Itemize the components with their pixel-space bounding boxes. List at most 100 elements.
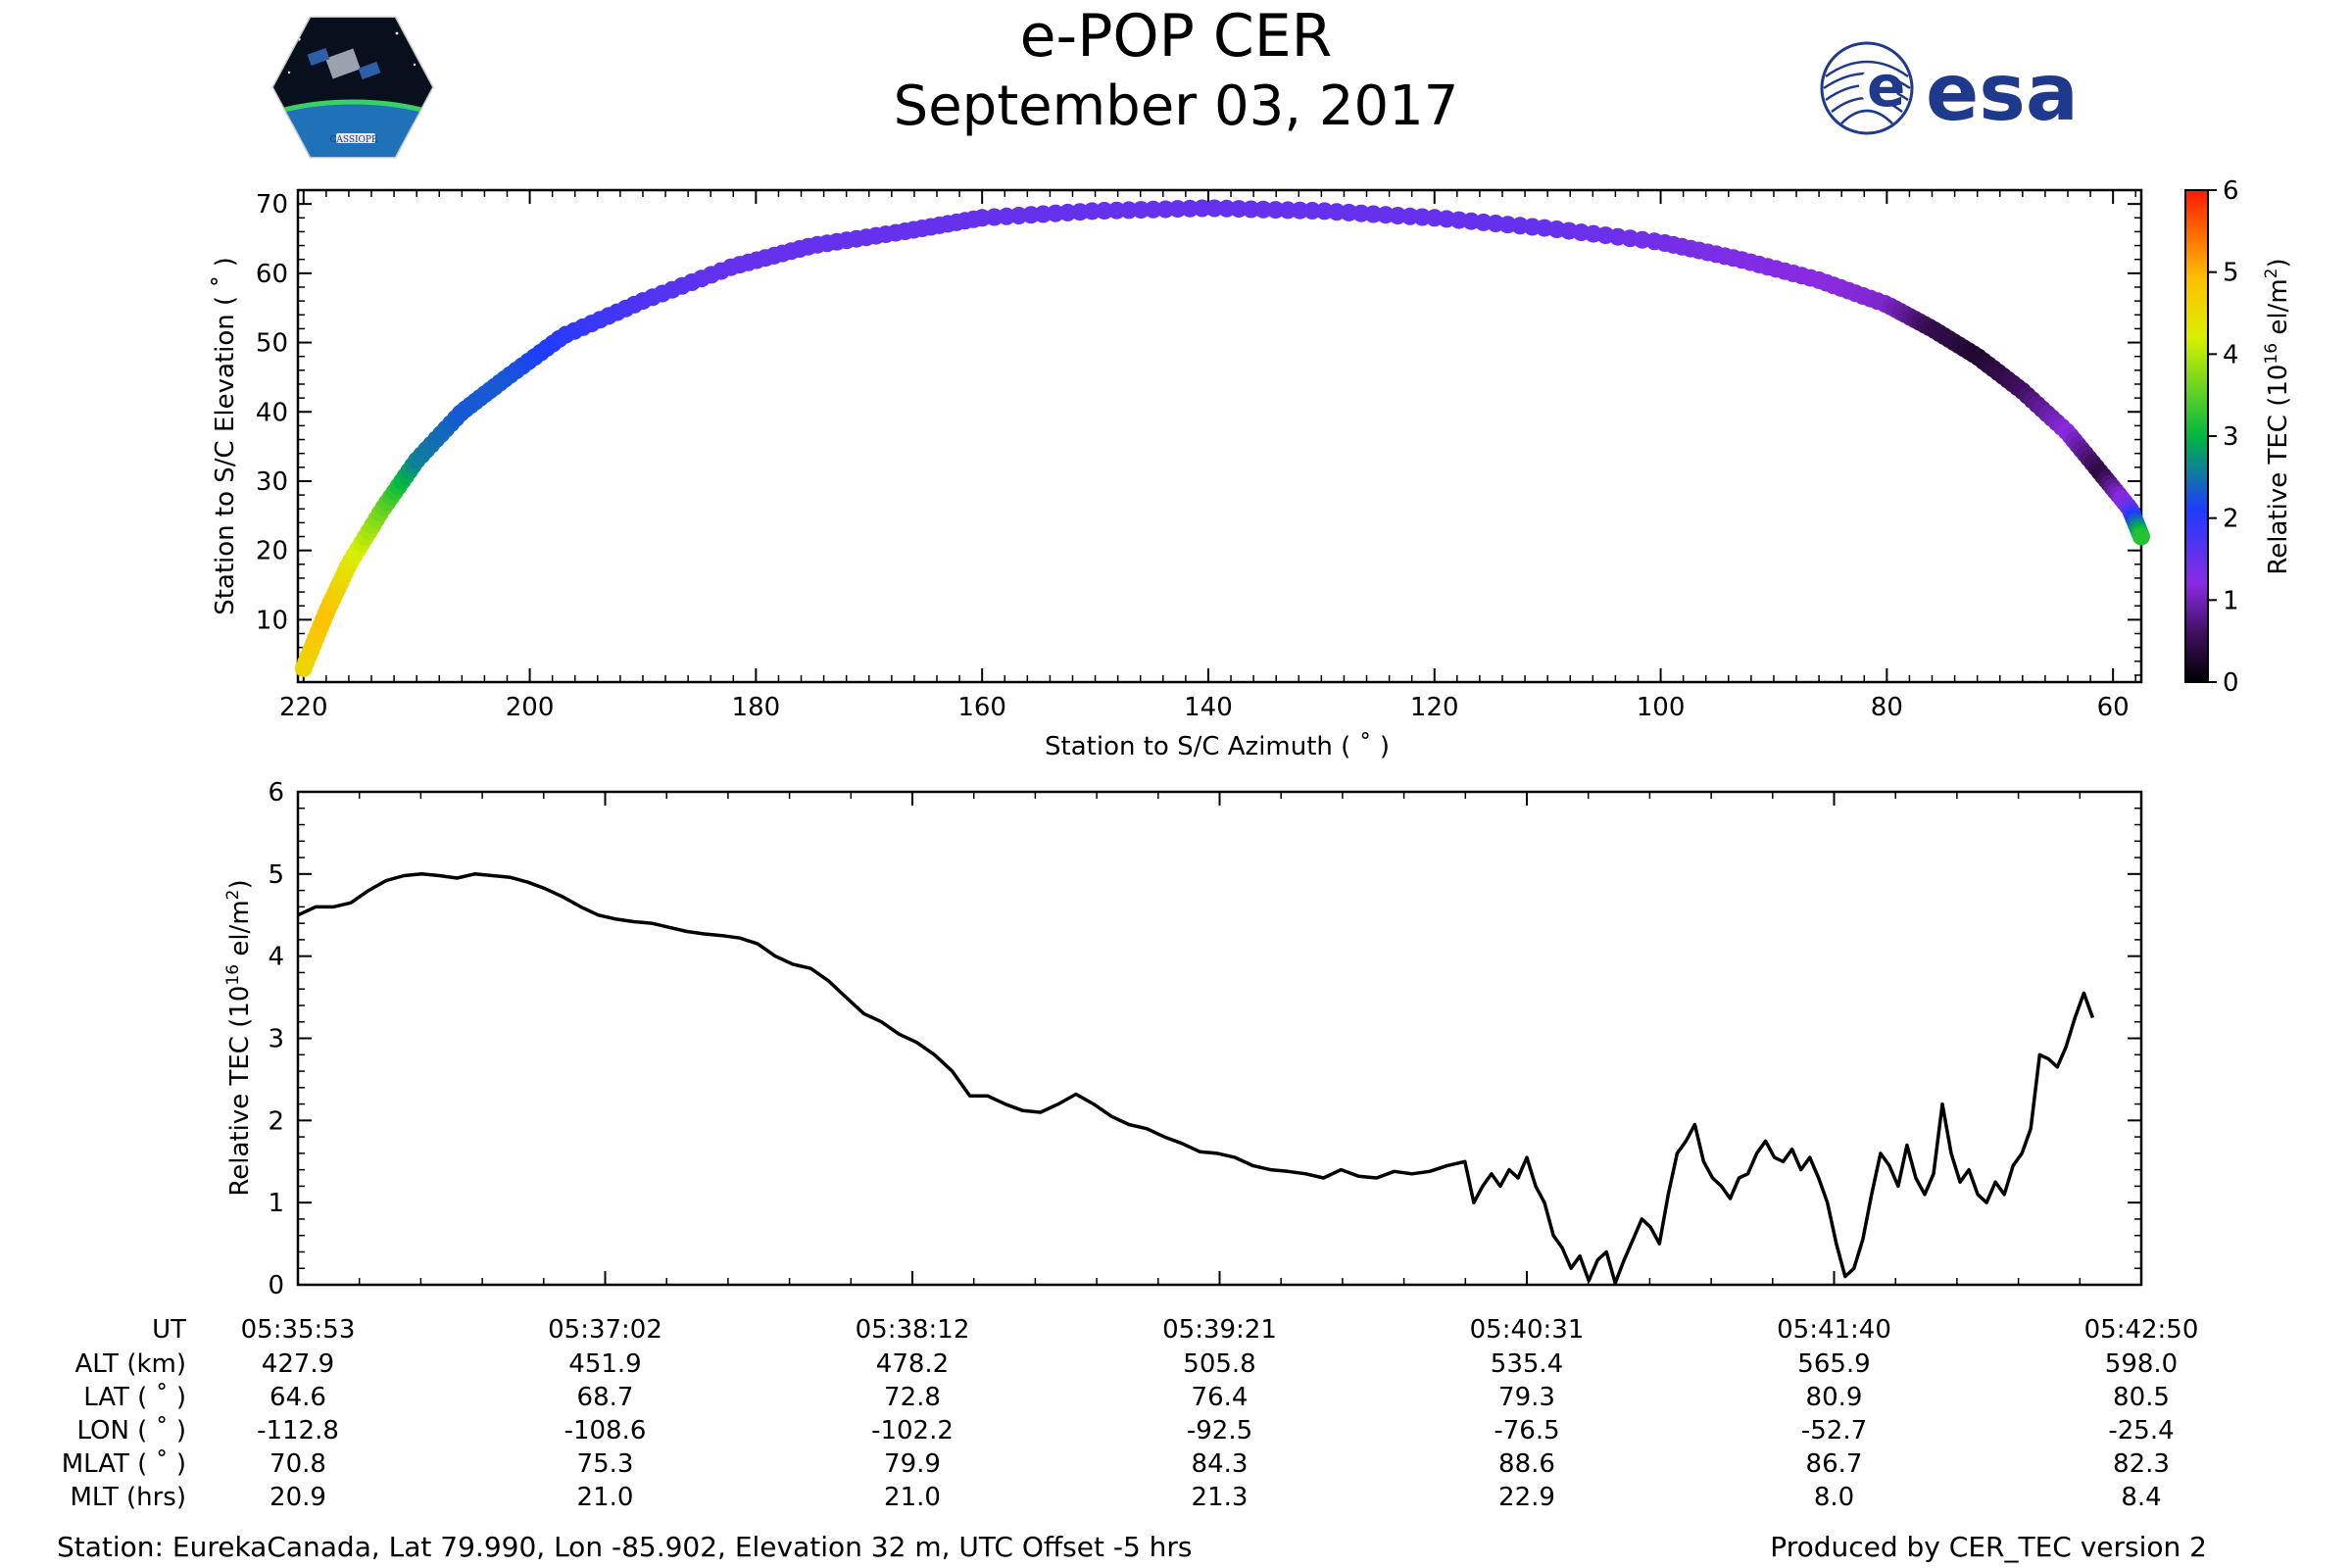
colorbar-tick-label: 2 bbox=[2223, 505, 2239, 534]
ephemeris-cell: -25.4 bbox=[2108, 1416, 2174, 1446]
ephemeris-row-label: MLAT ( ˚ ) bbox=[62, 1449, 186, 1479]
track-point bbox=[1144, 200, 1162, 219]
colorbar-tick-label: 5 bbox=[2223, 259, 2239, 288]
ephemeris-cell: 76.4 bbox=[1192, 1383, 1249, 1412]
top-x-tick-label: 80 bbox=[1871, 693, 1903, 722]
tec-timeseries-plot: 0 1 2 3 4 5 6 Relative TEC (1016 el/m2) bbox=[223, 778, 2143, 1300]
track-point bbox=[1095, 202, 1113, 220]
top-x-tick-label: 160 bbox=[957, 693, 1006, 722]
ephemeris-table: UT 05:35:53 05:37:02 05:38:12 05:39:21 05:40:… bbox=[62, 1315, 2199, 1512]
ephemeris-cell: 80.5 bbox=[2113, 1383, 2170, 1412]
ephemeris-cell: 68.7 bbox=[577, 1383, 634, 1412]
bottom-y-tick-label: 1 bbox=[268, 1189, 284, 1218]
ephemeris-row-label: ALT (km) bbox=[74, 1349, 186, 1379]
ephemeris-cell: 88.6 bbox=[1498, 1449, 1555, 1479]
ephemeris-cell: 64.6 bbox=[270, 1383, 326, 1412]
ephemeris-cell: 79.3 bbox=[1498, 1383, 1555, 1412]
top-y-tick-label: 20 bbox=[256, 537, 288, 566]
colorbar: 0 1 2 3 4 5 6 Relative TEC (1016 el/m2) bbox=[2184, 176, 2293, 698]
ephemeris-cell: 427.9 bbox=[262, 1349, 334, 1379]
track-point bbox=[1193, 199, 1211, 218]
ephemeris-cell: 80.9 bbox=[1806, 1383, 1863, 1412]
ephemeris-cell: 79.9 bbox=[884, 1449, 941, 1479]
ephemeris-cell: 21.0 bbox=[884, 1483, 941, 1512]
bottom-plot-frame bbox=[296, 790, 2143, 1287]
bottom-y-tick-label: 0 bbox=[268, 1271, 284, 1300]
ephemeris-cell: 21.0 bbox=[577, 1483, 634, 1512]
ephemeris-cell: 478.2 bbox=[876, 1349, 949, 1379]
ephemeris-cell: 505.8 bbox=[1183, 1349, 1255, 1379]
top-x-tick-label: 140 bbox=[1184, 693, 1233, 722]
esa-logo-text: esa bbox=[1926, 47, 2079, 138]
top-y-tick-label: 70 bbox=[256, 190, 288, 220]
track-point bbox=[1254, 200, 1273, 219]
track-point bbox=[1132, 201, 1151, 220]
cassiope-logo-text: CASSIOPE bbox=[329, 135, 377, 145]
colorbar-label: Relative TEC (1016 el/m2) bbox=[2262, 258, 2293, 574]
ephemeris-cell: -92.5 bbox=[1187, 1416, 1252, 1446]
ephemeris-cell: 535.4 bbox=[1491, 1349, 1563, 1379]
ephemeris-row-label: MLT (hrs) bbox=[71, 1483, 187, 1512]
top-x-tick-label: 60 bbox=[2097, 693, 2130, 722]
top-x-tick-label: 120 bbox=[1410, 693, 1459, 722]
top-x-tick-label: 180 bbox=[732, 693, 781, 722]
esa-logo: e esa bbox=[1820, 41, 2079, 138]
top-x-tick-label: 220 bbox=[279, 693, 328, 722]
ephemeris-cell: 84.3 bbox=[1192, 1449, 1249, 1479]
ephemeris-cell: 21.3 bbox=[1192, 1483, 1249, 1512]
ephemeris-cell: 05:39:21 bbox=[1162, 1315, 1277, 1345]
tec-series-line bbox=[297, 872, 2095, 1286]
ephemeris-cell: 451.9 bbox=[568, 1349, 641, 1379]
ephemeris-cell: 72.8 bbox=[884, 1383, 941, 1412]
ephemeris-cell: 82.3 bbox=[2113, 1449, 2170, 1479]
track-point bbox=[1291, 201, 1309, 220]
bottom-y-axis-label: Relative TEC (1016 el/m2) bbox=[223, 879, 255, 1196]
top-plot-frame bbox=[296, 188, 2143, 684]
ephemeris-row-label: LON ( ˚ ) bbox=[76, 1416, 186, 1446]
footer-produced-by: Produced by CER_TEC version 2 bbox=[1770, 1531, 2207, 1563]
colorbar-tick-label: 1 bbox=[2223, 586, 2239, 615]
ephemeris-row-label: LAT ( ˚ ) bbox=[83, 1383, 186, 1412]
ephemeris-cell: -102.2 bbox=[871, 1416, 954, 1446]
top-x-tick-label: 100 bbox=[1637, 693, 1686, 722]
chart-subtitle: September 03, 2017 bbox=[893, 74, 1459, 138]
ephemeris-cell: 86.7 bbox=[1806, 1449, 1863, 1479]
bottom-y-tick-label: 2 bbox=[268, 1106, 284, 1136]
colorbar-tick-label: 4 bbox=[2223, 340, 2239, 369]
ephemeris-cell: 22.9 bbox=[1498, 1483, 1555, 1512]
bottom-y-tick-label: 5 bbox=[268, 860, 284, 890]
ephemeris-cell: 05:35:53 bbox=[241, 1315, 356, 1345]
colorbar-tick-label: 6 bbox=[2223, 176, 2239, 206]
ephemeris-row-label: UT bbox=[152, 1315, 186, 1345]
top-y-axis-label: Station to S/C Elevation ( ˚ ) bbox=[211, 257, 240, 615]
track-point bbox=[1107, 201, 1126, 220]
top-y-tick-label: 30 bbox=[256, 467, 288, 497]
top-y-tick-label: 10 bbox=[256, 606, 288, 635]
ephemeris-cell: 05:38:12 bbox=[856, 1315, 970, 1345]
ephemeris-cell: -108.6 bbox=[564, 1416, 647, 1446]
ephemeris-cell: -112.8 bbox=[257, 1416, 339, 1446]
ephemeris-cell: 565.9 bbox=[1797, 1349, 1870, 1379]
svg-text:e: e bbox=[1867, 53, 1905, 120]
track-point bbox=[2132, 527, 2150, 546]
ephemeris-cell: 05:37:02 bbox=[548, 1315, 662, 1345]
track-point bbox=[1205, 199, 1224, 218]
ephemeris-cell: 05:41:40 bbox=[1777, 1315, 1891, 1345]
top-x-tick-label: 200 bbox=[506, 693, 555, 722]
footer-station-info: Station: EurekaCanada, Lat 79.990, Lon -… bbox=[57, 1531, 1193, 1563]
ephemeris-cell: 70.8 bbox=[270, 1449, 326, 1479]
colorbar-gradient bbox=[2184, 189, 2209, 683]
track-point bbox=[1242, 200, 1260, 219]
elevation-azimuth-plot: 220 200 180 160 140 120 100 80 6010203040506070 … bbox=[211, 188, 2150, 761]
top-x-axis-label: Station to S/C Azimuth ( ˚ ) bbox=[1045, 732, 1390, 761]
chart-title: e-POP CER bbox=[1019, 2, 1333, 71]
top-y-tick-label: 40 bbox=[256, 398, 288, 427]
top-y-tick-label: 50 bbox=[256, 329, 288, 359]
colorbar-tick-label: 0 bbox=[2223, 668, 2239, 698]
ephemeris-cell: 8.0 bbox=[1814, 1483, 1854, 1512]
bottom-y-tick-label: 4 bbox=[268, 943, 284, 972]
ephemeris-cell: 05:40:31 bbox=[1470, 1315, 1585, 1345]
ephemeris-cell: -76.5 bbox=[1494, 1416, 1559, 1446]
ephemeris-cell: -52.7 bbox=[1801, 1416, 1867, 1446]
